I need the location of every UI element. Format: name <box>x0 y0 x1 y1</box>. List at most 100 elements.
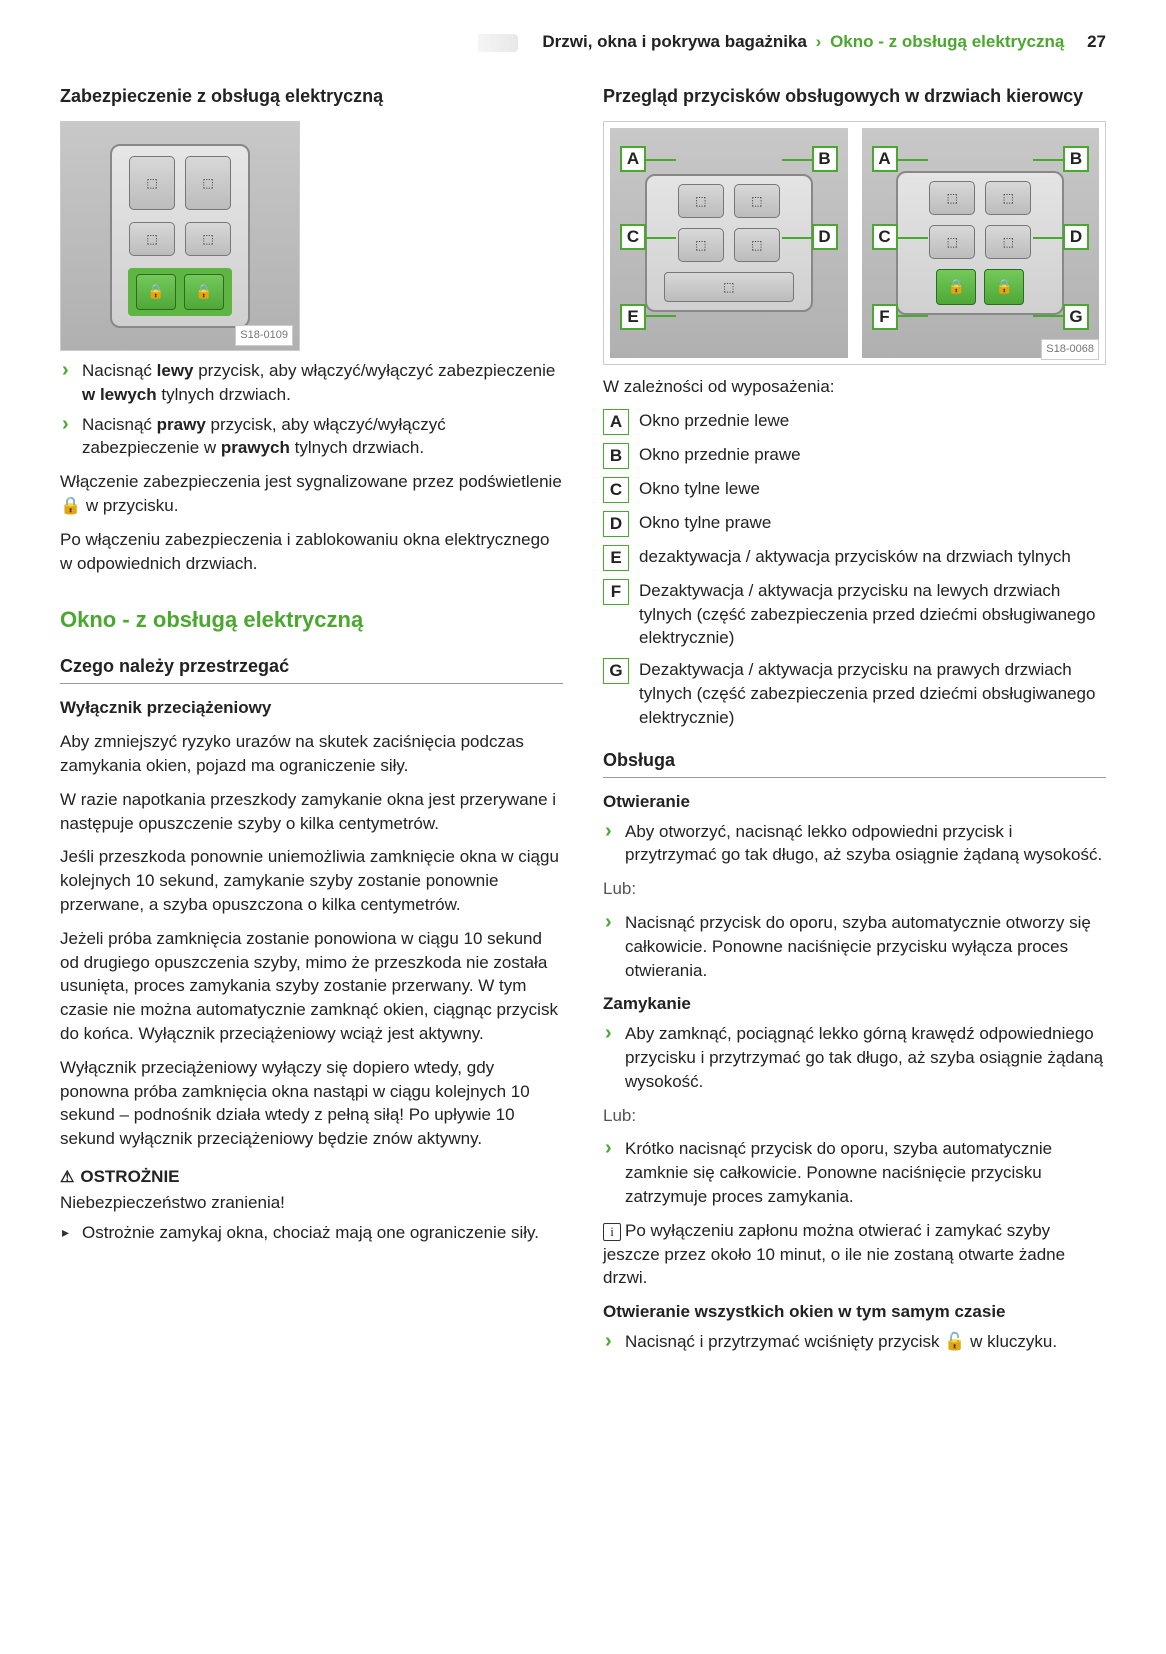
open-all-heading: Otwieranie wszystkich okien w tym samym … <box>603 1300 1106 1324</box>
figure-code: S18-0109 <box>235 325 293 346</box>
window-switch-icon: ⬚ <box>185 222 231 256</box>
callout-c: C <box>872 224 898 250</box>
list-item: DOkno tylne prawe <box>603 511 1106 537</box>
list-item: Nacisnąć przycisk do oporu, szyba automa… <box>603 911 1106 982</box>
warning-icon: ⚠ <box>60 1169 74 1186</box>
callout-b: B <box>812 146 838 172</box>
or-label: Lub: <box>603 1104 1106 1128</box>
letter-box: E <box>603 545 629 571</box>
right-column: Przegląd przycisków obsługowych w drzwia… <box>603 84 1106 1360</box>
window-switch-icon: ⬚ <box>185 156 231 210</box>
body-text: Aby zmniejszyć ryzyko urazów na skutek z… <box>60 730 563 778</box>
window-switch-icon: ⬚ <box>678 228 724 262</box>
header-tab-decoration <box>478 34 518 52</box>
letter-box: D <box>603 511 629 537</box>
body-text: Jeżeli próba zamknięcia zostanie ponowio… <box>60 927 563 1046</box>
figure-code: S18-0068 <box>1041 339 1099 360</box>
list-item: GDezaktywacja / aktywacja przycisku na p… <box>603 658 1106 729</box>
closing-heading: Zamykanie <box>603 992 1106 1016</box>
observe-heading: Czego należy przestrzegać <box>60 654 563 684</box>
letter-box: C <box>603 477 629 503</box>
list-item: Krótko nacisnąć przycisk do oporu, szyba… <box>603 1137 1106 1208</box>
panel-variant-1: ⬚ ⬚ ⬚ ⬚ ⬚ A B C D E <box>610 128 848 358</box>
body-text: Wyłącznik przeciążeniowy wyłączy się dop… <box>60 1056 563 1151</box>
callout-g: G <box>1063 304 1089 330</box>
lock-right-icon: 🔒 <box>184 274 224 310</box>
letter-box: G <box>603 658 629 684</box>
list-item: AOkno przednie lewe <box>603 409 1106 435</box>
safety-instructions-list: Nacisnąć lewy przycisk, aby włączyć/wyłą… <box>60 359 563 460</box>
breadcrumb-separator: › <box>816 32 822 51</box>
lock-right-icon: 🔒 <box>984 269 1024 305</box>
callout-c: C <box>620 224 646 250</box>
content-columns: Zabezpieczenie z obsługą elektryczną ⬚ ⬚… <box>60 84 1106 1360</box>
window-switch-icon: ⬚ <box>929 181 975 215</box>
electric-window-heading: Okno - z obsługą elektryczną <box>60 605 563 636</box>
list-item: Ostrożnie zamykaj okna, chociaż mają one… <box>60 1221 563 1245</box>
rear-deactivate-button: ⬚ <box>664 272 794 302</box>
list-item: Nacisnąć prawy przycisk, aby włączyć/wył… <box>60 413 563 461</box>
callout-a: A <box>620 146 646 172</box>
window-switch-icon: ⬚ <box>734 228 780 262</box>
window-switch-icon: ⬚ <box>985 225 1031 259</box>
lock-left-icon: 🔒 <box>136 274 176 310</box>
caution-subtext: Niebezpieczeństwo zranienia! <box>60 1191 563 1215</box>
letter-box: A <box>603 409 629 435</box>
window-switch-icon: ⬚ <box>734 184 780 218</box>
window-switch-icon: ⬚ <box>129 156 175 210</box>
depends-text: W zależności od wyposażenia: <box>603 375 1106 399</box>
lock-left-icon: 🔒 <box>936 269 976 305</box>
list-item: Aby otworzyć, nacisnąć lekko odpowiedni … <box>603 820 1106 868</box>
figure-safety-buttons: ⬚ ⬚ ⬚ ⬚ 🔒 🔒 S18-0109 <box>60 121 300 351</box>
breadcrumb-chapter: Drzwi, okna i pokrywa bagażnika <box>542 32 807 51</box>
list-item: COkno tylne lewe <box>603 477 1106 503</box>
child-lock-buttons: 🔒 🔒 <box>128 268 232 316</box>
list-item: Nacisnąć lewy przycisk, aby włączyć/wyłą… <box>60 359 563 407</box>
overload-heading: Wyłącznik przeciążeniowy <box>60 696 563 720</box>
closing-list: Aby zamknąć, pociągnąć lekko górną krawę… <box>603 1022 1106 1093</box>
letter-box: B <box>603 443 629 469</box>
or-label: Lub: <box>603 877 1106 901</box>
callout-f: F <box>872 304 898 330</box>
callout-b: B <box>1063 146 1089 172</box>
caution-heading: ⚠OSTROŻNIE <box>60 1165 563 1189</box>
list-item: Aby zamknąć, pociągnąć lekko górną krawę… <box>603 1022 1106 1093</box>
door-panel-illustration: ⬚ ⬚ ⬚ ⬚ 🔒 🔒 <box>110 144 250 328</box>
closing-list-2: Krótko nacisnąć przycisk do oporu, szyba… <box>603 1137 1106 1208</box>
page-number: 27 <box>1087 32 1106 51</box>
info-paragraph: iPo wyłączeniu zapłonu można otwierać i … <box>603 1219 1106 1290</box>
after-lock-paragraph: Po włączeniu zabezpieczenia i zablokowan… <box>60 528 563 576</box>
opening-heading: Otwieranie <box>603 790 1106 814</box>
window-switch-icon: ⬚ <box>129 222 175 256</box>
body-text: W razie napotkania przeszkody zamykanie … <box>60 788 563 836</box>
body-text: Jeśli przeszkoda ponownie uniemożliwia z… <box>60 845 563 916</box>
door-panel-illustration: ⬚⬚ ⬚⬚ 🔒 🔒 <box>896 171 1064 315</box>
caution-list: Ostrożnie zamykaj okna, chociaż mają one… <box>60 1221 563 1245</box>
breadcrumb-section: Okno - z obsługą elektryczną <box>830 32 1064 51</box>
callout-e: E <box>620 304 646 330</box>
window-switch-icon: ⬚ <box>985 181 1031 215</box>
callout-d: D <box>812 224 838 250</box>
list-item: BOkno przednie prawe <box>603 443 1106 469</box>
letter-legend-list: AOkno przednie lewe BOkno przednie prawe… <box>603 409 1106 730</box>
info-icon: i <box>603 1223 621 1241</box>
panel-variant-2: ⬚⬚ ⬚⬚ 🔒 🔒 A B C D F G <box>862 128 1100 358</box>
left-column: Zabezpieczenie z obsługą elektryczną ⬚ ⬚… <box>60 84 563 1360</box>
window-switch-icon: ⬚ <box>678 184 724 218</box>
overview-heading: Przegląd przycisków obsługowych w drzwia… <box>603 84 1106 109</box>
callout-a: A <box>872 146 898 172</box>
figure-button-overview: ⬚ ⬚ ⬚ ⬚ ⬚ A B C D E ⬚ ⬚ ⬚ ⬚ <box>603 121 1106 365</box>
callout-d: D <box>1063 224 1089 250</box>
page-header: Drzwi, okna i pokrywa bagażnika › Okno -… <box>60 30 1106 64</box>
signal-paragraph: Włączenie zabezpieczenia jest sygnalizow… <box>60 470 563 518</box>
letter-box: F <box>603 579 629 605</box>
opening-list-2: Nacisnąć przycisk do oporu, szyba automa… <box>603 911 1106 982</box>
list-item: Edezaktywacja / aktywacja przycisków na … <box>603 545 1106 571</box>
operation-heading: Obsługa <box>603 748 1106 778</box>
list-item: FDezaktywacja / aktywacja przycisku na l… <box>603 579 1106 650</box>
open-all-list: Nacisnąć i przytrzymać wciśnięty przycis… <box>603 1330 1106 1354</box>
opening-list: Aby otworzyć, nacisnąć lekko odpowiedni … <box>603 820 1106 868</box>
list-item: Nacisnąć i przytrzymać wciśnięty przycis… <box>603 1330 1106 1354</box>
door-panel-illustration: ⬚ ⬚ ⬚ ⬚ ⬚ <box>645 174 813 312</box>
safety-heading: Zabezpieczenie z obsługą elektryczną <box>60 84 563 109</box>
